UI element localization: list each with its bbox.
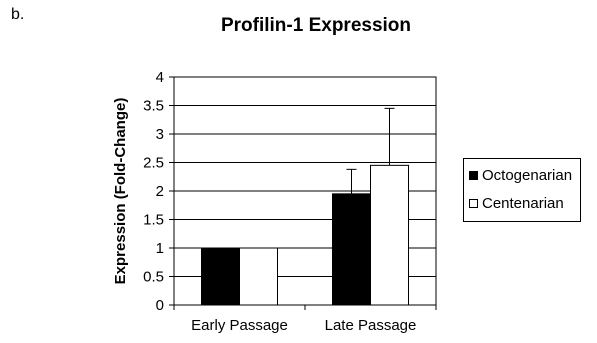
y-axis-label: Expression (Fold-Change) bbox=[112, 98, 129, 285]
y-tick-label-3: 1.5 bbox=[143, 212, 164, 229]
y-tick-label-1: 0.5 bbox=[143, 269, 164, 286]
y-tick-label-7: 3.5 bbox=[143, 98, 164, 115]
y-tick-label-0: 0 bbox=[156, 297, 164, 314]
bar-centenarian-1 bbox=[370, 164, 409, 306]
y-tick-label-4: 2 bbox=[156, 183, 164, 200]
legend-swatch-centenarian bbox=[469, 199, 478, 208]
legend-item-centenarian: Centenarian bbox=[469, 195, 564, 212]
legend-label-octogenarian: Octogenarian bbox=[482, 167, 573, 184]
legend-item-octogenarian: Octogenarian bbox=[469, 167, 572, 184]
x-tick-label-0: Early Passage bbox=[191, 317, 288, 334]
y-tick-label-8: 4 bbox=[156, 69, 164, 86]
chart-title: Profilin-1 Expression bbox=[220, 15, 412, 36]
legend-label-centenarian: Centenarian bbox=[482, 195, 564, 212]
chart-legend: Octogenarian Centenarian bbox=[463, 158, 581, 222]
legend-swatch-octogenarian bbox=[469, 171, 478, 180]
y-tick-label-5: 2.5 bbox=[143, 155, 164, 172]
panel-label: b. bbox=[11, 6, 25, 23]
bar-centenarian-0 bbox=[239, 247, 278, 306]
y-tick-label-6: 3 bbox=[156, 126, 164, 143]
bar-octogenarian-1 bbox=[332, 193, 371, 306]
y-tick-label-2: 1 bbox=[156, 240, 164, 257]
x-tick-label-1: Late Passage bbox=[325, 317, 417, 334]
bar-octogenarian-0 bbox=[201, 247, 240, 306]
